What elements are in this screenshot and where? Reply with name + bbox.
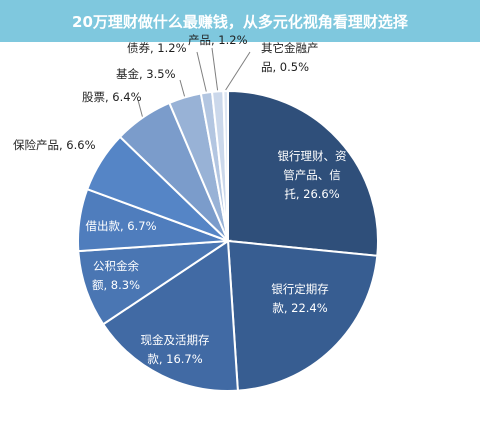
- slice-label: 银行定期存款, 22.4%: [271, 282, 329, 315]
- pie-slice: [227, 89, 379, 257]
- pie-slices: [77, 89, 379, 392]
- slice-label: 保险产品, 6.6%: [13, 138, 96, 152]
- pie-slice: [226, 239, 379, 392]
- title-banner: 20万理财做什么最赚钱，从多元化视角看理财选择: [0, 0, 480, 42]
- slice-label: 公积金余额, 8.3%: [92, 259, 140, 292]
- pie-slice: [222, 89, 229, 242]
- leader-line: [225, 51, 251, 91]
- slice-labels: 银行理财、资管产品、信托, 26.6% 银行定期存款, 22.4% 现金及活期存款,…: [13, 33, 347, 366]
- slice-label: 债券, 1.2%: [127, 41, 187, 55]
- slice-label: 银行理财、资管产品、信托, 26.6%: [278, 149, 347, 201]
- slice-label: 现金及活期存款, 16.7%: [141, 333, 210, 366]
- leader-line: [179, 79, 186, 97]
- leader-line: [196, 51, 207, 92]
- leader-line: [137, 99, 143, 117]
- slice-label: 股票, 6.4%: [82, 90, 142, 104]
- slice-label: 基金, 3.5%: [116, 67, 176, 81]
- slice-label: 其它金融产品, 0.5%: [261, 41, 319, 74]
- slice-label: 产品, 1.2%: [188, 33, 248, 47]
- leader-line: [211, 47, 219, 91]
- pie-slice: [101, 239, 239, 392]
- leader-lines: [137, 47, 251, 117]
- page-title: 20万理财做什么最赚钱，从多元化视角看理财选择: [72, 13, 408, 31]
- slice-label: 借出款, 6.7%: [85, 219, 156, 233]
